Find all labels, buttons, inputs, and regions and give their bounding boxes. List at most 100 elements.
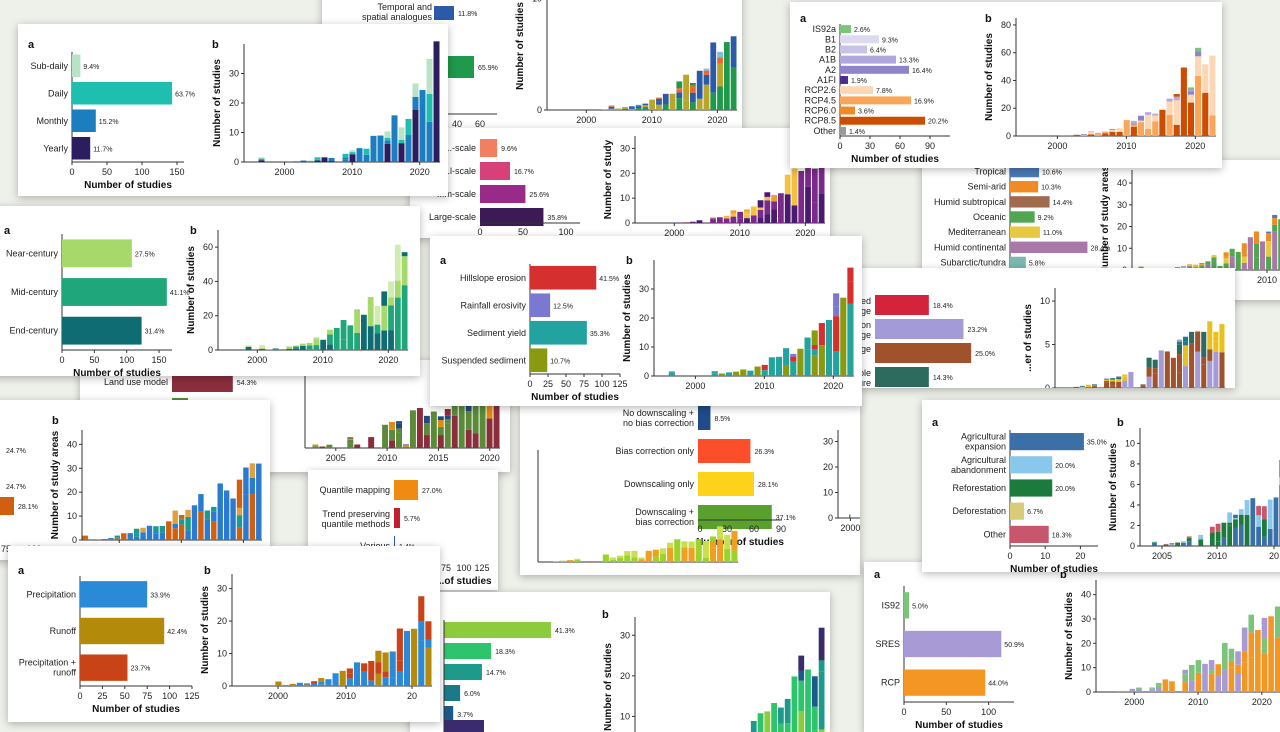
ts-bar-segment [1224, 252, 1229, 256]
ts-bar-segment [1260, 241, 1265, 270]
ts-bar-segment [406, 119, 412, 135]
ts-bar-segment [115, 536, 120, 538]
bar-extra [444, 720, 484, 732]
ts-bar-segment [403, 447, 409, 448]
ts-bar-segment [1205, 261, 1210, 264]
percent-label: 5.0% [912, 603, 928, 610]
ts-bar-segment [1095, 134, 1101, 135]
ts-bar-segment [1104, 380, 1109, 381]
bar-2 [480, 185, 525, 203]
ts-bar-segment [560, 561, 566, 562]
ts-bar-segment [224, 490, 229, 540]
ts-bar-segment [347, 438, 353, 439]
percent-label: 28.1% [18, 504, 38, 511]
category-label: Other [983, 529, 1006, 539]
ts-bar-segment [347, 444, 353, 448]
category-label: abandonment [951, 465, 1007, 475]
ts-bar-segment [798, 656, 804, 671]
ts-y-axis-title: Number of study areas [1100, 165, 1111, 274]
ts-bar-segment [1092, 386, 1097, 388]
ts-bar-segment [683, 100, 689, 110]
ts-bar-segment [1074, 135, 1080, 136]
ts-bar-segment [1152, 544, 1157, 546]
ts-bar-segment [304, 685, 310, 686]
ts-bar-segment [1272, 215, 1277, 218]
percent-label: 20.2% [928, 119, 948, 126]
ts-bar-segment [798, 205, 804, 223]
ts-bar-segment [375, 662, 381, 673]
x-tick-label: 30 [865, 141, 875, 151]
ts-bar-segment [819, 193, 825, 223]
ts-bar-segment [1201, 358, 1206, 365]
ts-y-axis-title: ...er of studies [1023, 304, 1034, 372]
percent-label: 2.6% [854, 27, 870, 34]
ts-bar-segment [631, 556, 637, 558]
ts-bar-segment [1110, 379, 1115, 380]
ts-bar-segment [311, 681, 317, 684]
percent-label: 18.3% [495, 649, 515, 656]
ts-bar-segment [341, 320, 347, 339]
ts-bar-segment [751, 215, 757, 223]
ts-bar-segment [397, 628, 403, 660]
ts-bar-segment [293, 346, 299, 348]
ts-bar-segment [418, 596, 424, 621]
x-tick-label: 50 [561, 379, 571, 389]
ts-bar-segment [639, 559, 645, 562]
ts-bar-segment [660, 552, 666, 554]
ts-bar-segment [211, 507, 216, 511]
ts-y-tick-label: 0 [234, 157, 239, 167]
ts-bar-segment [1262, 520, 1267, 537]
ts-bar-segment [1255, 630, 1261, 692]
category-label: Subarctic/tundra [940, 257, 1006, 267]
ts-bar-segment [361, 672, 367, 686]
ts-bar-segment [819, 660, 825, 671]
ts-bar-segment [343, 159, 349, 162]
ts-bar-segment [1104, 383, 1109, 388]
ts-bar-segment [812, 707, 818, 731]
ts-bar-segment [785, 723, 791, 732]
ts-y-axis-title: Number of studies [515, 2, 526, 90]
ts-bar-segment [1199, 263, 1204, 264]
ts-bar-segment [1136, 688, 1142, 689]
ts-bar-segment [656, 101, 662, 105]
ts-bar-segment [643, 103, 649, 104]
ts-bar-segment [1262, 618, 1268, 638]
ts-y-tick-label: 80 [1001, 20, 1011, 30]
ts-y-axis-title: Number of study [603, 139, 614, 219]
ts-bar-segment [396, 433, 402, 448]
ts-bar-segment [205, 520, 210, 540]
ts-bar-segment [318, 678, 324, 682]
ts-bar-segment [1136, 689, 1142, 692]
ts-bar-segment [259, 349, 265, 350]
ts-bar-segment [778, 723, 784, 732]
ts-bar-segment [1189, 344, 1194, 366]
category-label: runoff [53, 668, 76, 678]
ts-x-tick-label: 2010 [342, 167, 362, 177]
ts-bar-segment [1102, 133, 1108, 136]
ts-bar-segment [1196, 660, 1202, 673]
ts-bar-segment [1145, 129, 1151, 136]
ts-bar-segment [1102, 132, 1108, 134]
ts-bar-segment [790, 365, 796, 376]
ts-bar-segment [300, 344, 306, 345]
ts-bar-segment [696, 539, 702, 562]
ts-bar-segment [1169, 543, 1174, 544]
ts-bar-segment [710, 536, 716, 541]
ts-bar-segment [1210, 539, 1215, 546]
ts-bar-segment [273, 348, 279, 349]
ts-bar-segment [1167, 106, 1173, 116]
ts-bar-segment [1116, 382, 1121, 388]
ts-bar-segment [1175, 543, 1180, 546]
ts-bar-segment [250, 463, 255, 478]
x-tick-label: 10 [1040, 551, 1050, 561]
ts-bar-segment [318, 684, 324, 686]
x-tick-label: 75 [579, 379, 589, 389]
ts-bar-segment [314, 337, 320, 338]
ts-bar-segment [1141, 386, 1146, 388]
ts-bar-segment [690, 87, 696, 92]
bar-1 [698, 439, 750, 463]
bar-1 [840, 35, 879, 43]
ts-bar-segment [1130, 689, 1136, 692]
ts-bar-segment [395, 298, 401, 350]
ts-bar-segment [333, 673, 339, 686]
